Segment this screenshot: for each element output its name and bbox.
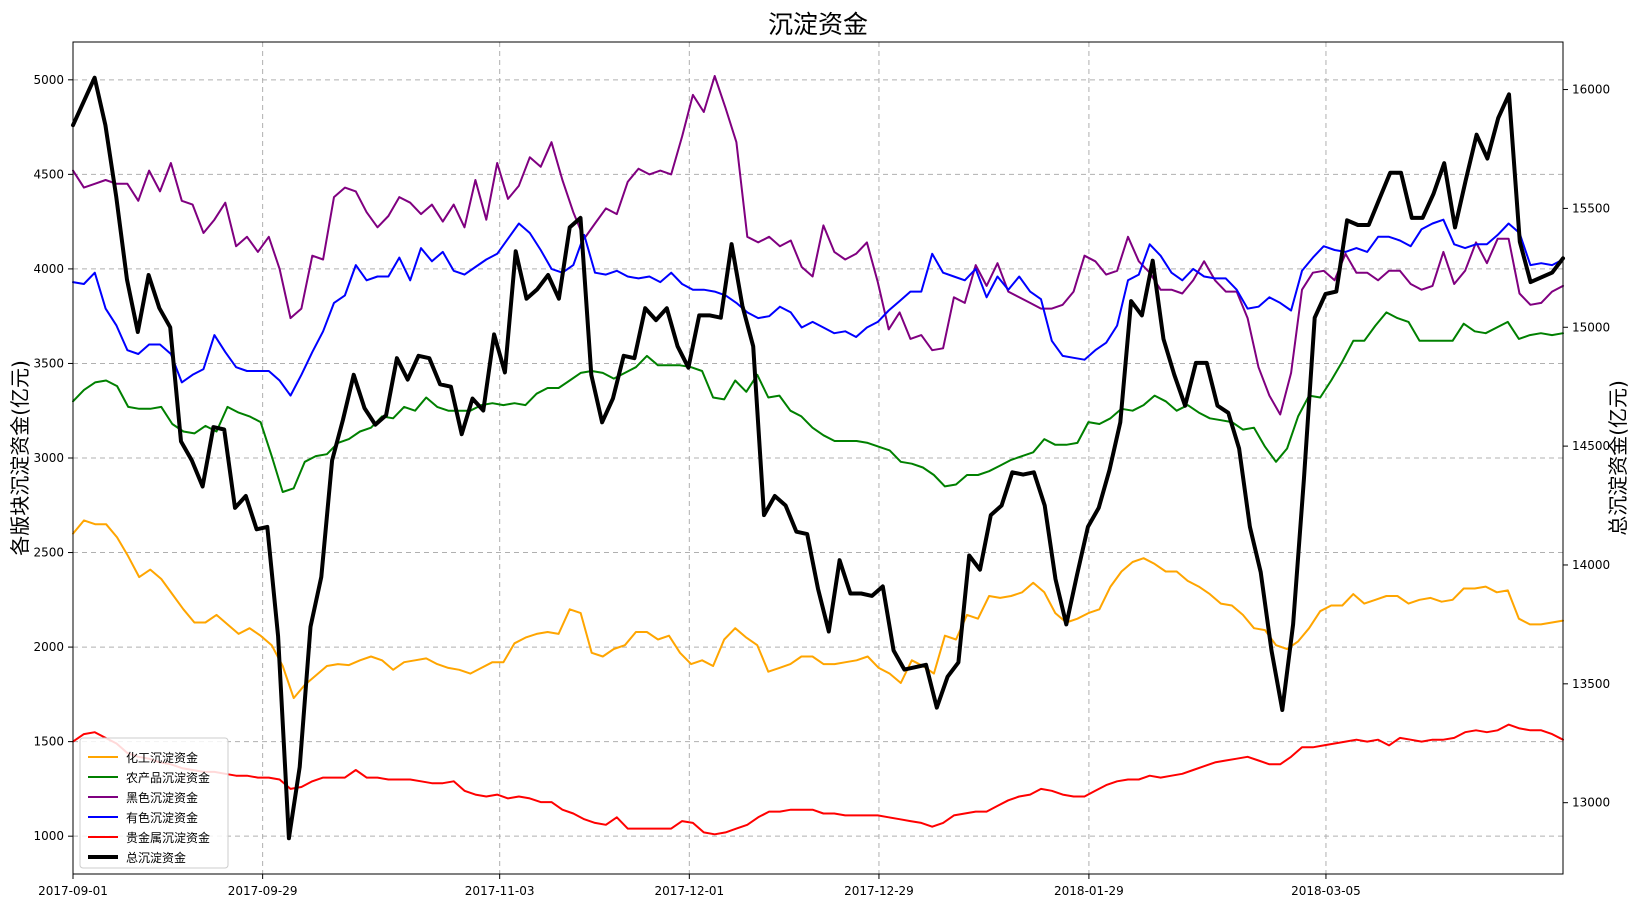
y-right-tick-label: 13000 bbox=[1572, 796, 1610, 810]
y-axis-right-label: 总沉淀资金(亿元) bbox=[1606, 380, 1630, 536]
series-line bbox=[72, 75, 1564, 416]
series-line bbox=[72, 218, 1564, 397]
legend-label: 贵金属沉淀资金 bbox=[126, 830, 210, 845]
series-line bbox=[72, 723, 1564, 836]
chart-title: 沉淀资金 bbox=[768, 10, 868, 39]
x-tick-label: 2017-12-01 bbox=[654, 884, 724, 898]
legend-label: 农产品沉淀资金 bbox=[126, 770, 210, 785]
y-left-tick-label: 3000 bbox=[33, 451, 64, 465]
legend-label: 黑色沉淀资金 bbox=[126, 790, 198, 805]
x-tick-label: 2018-01-29 bbox=[1054, 884, 1124, 898]
y-left-tick-label: 1500 bbox=[33, 735, 64, 749]
x-tick-label: 2017-12-29 bbox=[844, 884, 914, 898]
y-axis-left-label: 各版块沉淀资金(亿元) bbox=[8, 360, 32, 556]
grid bbox=[72, 42, 1563, 874]
series-line bbox=[72, 519, 1564, 700]
legend-label: 化工沉淀资金 bbox=[126, 750, 198, 765]
y-right-tick-label: 15500 bbox=[1572, 201, 1610, 215]
y-left-tick-label: 4000 bbox=[33, 262, 64, 276]
y-left-tick-label: 2000 bbox=[33, 640, 64, 654]
y-left-tick-label: 4500 bbox=[33, 167, 64, 181]
series-line bbox=[71, 75, 1565, 841]
legend-label: 有色沉淀资金 bbox=[126, 810, 198, 825]
y-right-tick-label: 14500 bbox=[1572, 439, 1610, 453]
x-tick-label: 2018-03-05 bbox=[1291, 884, 1361, 898]
y-axis-left: 1000 1500 2000 2500 3000 3500 4000 4500 5000 bbox=[33, 73, 73, 843]
x-tick-label: 2017-11-03 bbox=[465, 884, 535, 898]
legend-label: 总沉淀资金 bbox=[126, 850, 186, 865]
x-axis: 2017-09-01 2017-09-29 2017-11-03 2017-12-01… bbox=[38, 874, 1361, 898]
y-right-tick-label: 13500 bbox=[1572, 677, 1610, 691]
series-line bbox=[72, 311, 1564, 493]
y-left-tick-label: 5000 bbox=[33, 73, 64, 87]
y-right-tick-label: 14000 bbox=[1572, 558, 1610, 572]
y-right-tick-label: 16000 bbox=[1572, 83, 1610, 97]
y-left-tick-label: 3500 bbox=[33, 356, 64, 370]
y-axis-right: 13000 13500 14000 14500 15000 15500 16000 bbox=[1563, 83, 1610, 810]
x-tick-label: 2017-09-01 bbox=[38, 884, 108, 898]
y-left-tick-label: 1000 bbox=[33, 829, 64, 843]
series-layer bbox=[71, 75, 1565, 841]
y-right-tick-label: 15000 bbox=[1572, 320, 1610, 334]
y-left-tick-label: 2500 bbox=[33, 546, 64, 560]
x-tick-label: 2017-09-29 bbox=[228, 884, 298, 898]
legend-frame bbox=[79, 737, 229, 869]
